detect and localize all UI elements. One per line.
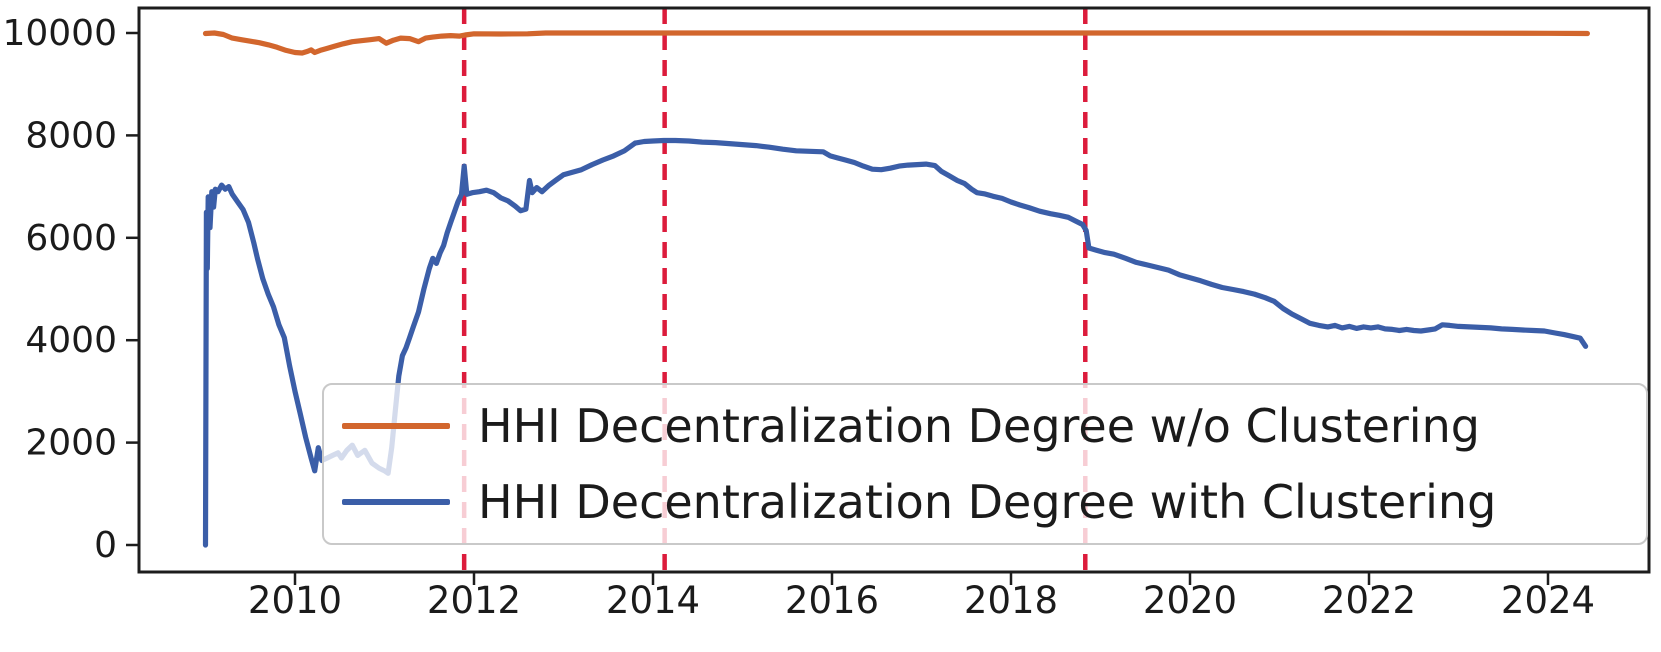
y-tick-label: 0	[94, 525, 117, 566]
y-tick-label: 10000	[2, 13, 117, 54]
x-tick-label: 2012	[427, 579, 521, 622]
series-line-without-clustering	[202, 30, 1591, 56]
legend-line-blue-swatch	[342, 499, 450, 505]
x-tick-label: 2024	[1501, 579, 1595, 622]
axes-frame	[137, 6, 1651, 574]
x-tick-label: 2018	[964, 579, 1058, 622]
legend: HHI Decentralization Degree w/o Clusteri…	[322, 383, 1648, 545]
y-tick-label: 8000	[25, 115, 117, 156]
legend-item: HHI Decentralization Degree with Cluster…	[342, 468, 1628, 536]
legend-item: HHI Decentralization Degree w/o Clusteri…	[342, 392, 1628, 460]
x-tick-label: 2020	[1143, 579, 1237, 622]
x-tick-label: 2016	[785, 579, 879, 622]
x-tick-label: 2014	[606, 579, 700, 622]
legend-label-with-clustering: HHI Decentralization Degree with Cluster…	[478, 475, 1497, 529]
y-tick-label: 4000	[25, 320, 117, 361]
y-tick-label: 2000	[25, 423, 117, 464]
x-tick-label: 2010	[248, 579, 342, 622]
y-tick-label: 6000	[25, 218, 117, 259]
x-tick-label: 2022	[1322, 579, 1416, 622]
legend-line-orange-swatch	[342, 423, 450, 429]
legend-label-without-clustering: HHI Decentralization Degree w/o Clusteri…	[478, 399, 1480, 453]
